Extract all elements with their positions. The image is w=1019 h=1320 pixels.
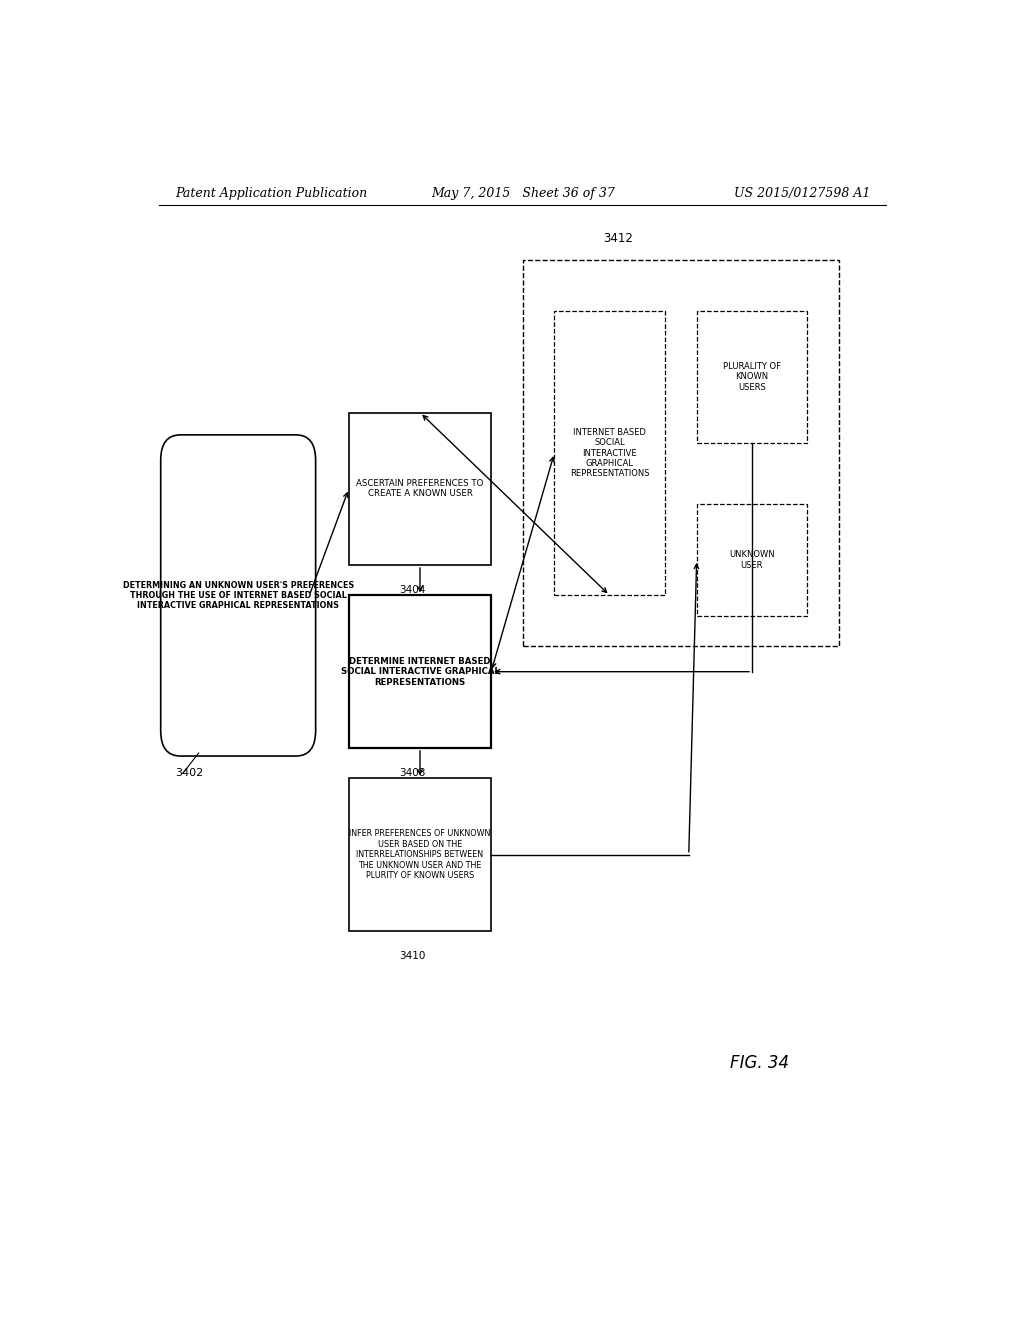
Text: PLURALITY OF
KNOWN
USERS: PLURALITY OF KNOWN USERS [722,362,781,392]
Text: 3412: 3412 [602,232,632,244]
Text: INFER PREFERENCES OF UNKNOWN
USER BASED ON THE
INTERRELATIONSHIPS BETWEEN
THE UN: INFER PREFERENCES OF UNKNOWN USER BASED … [348,829,490,880]
Text: ASCERTAIN PREFERENCES TO
CREATE A KNOWN USER: ASCERTAIN PREFERENCES TO CREATE A KNOWN … [356,479,483,499]
Text: 3402: 3402 [175,768,203,779]
Text: DETERMINE INTERNET BASED
SOCIAL INTERACTIVE GRAPHICAL
REPRESENTATIONS: DETERMINE INTERNET BASED SOCIAL INTERACT… [340,657,499,686]
Text: 3408: 3408 [398,768,425,779]
FancyBboxPatch shape [696,504,807,615]
Text: INTERNET BASED
SOCIAL
INTERACTIVE
GRAPHICAL
REPRESENTATIONS: INTERNET BASED SOCIAL INTERACTIVE GRAPHI… [570,428,649,478]
Text: FIG. 34: FIG. 34 [730,1053,789,1072]
Text: UNKNOWN
USER: UNKNOWN USER [729,550,774,569]
Text: 3410: 3410 [398,952,425,961]
Text: May 7, 2015   Sheet 36 of 37: May 7, 2015 Sheet 36 of 37 [430,187,614,201]
Text: US 2015/0127598 A1: US 2015/0127598 A1 [734,187,870,201]
FancyBboxPatch shape [348,779,491,931]
FancyBboxPatch shape [696,312,807,444]
FancyBboxPatch shape [348,595,491,748]
FancyBboxPatch shape [554,312,664,595]
FancyBboxPatch shape [348,412,491,565]
Text: 3404: 3404 [398,585,425,595]
FancyBboxPatch shape [161,434,315,756]
FancyBboxPatch shape [522,260,839,647]
Text: Patent Application Publication: Patent Application Publication [175,187,367,201]
Text: DETERMINING AN UNKNOWN USER'S PREFERENCES
THROUGH THE USE OF INTERNET BASED SOCI: DETERMINING AN UNKNOWN USER'S PREFERENCE… [122,581,354,610]
